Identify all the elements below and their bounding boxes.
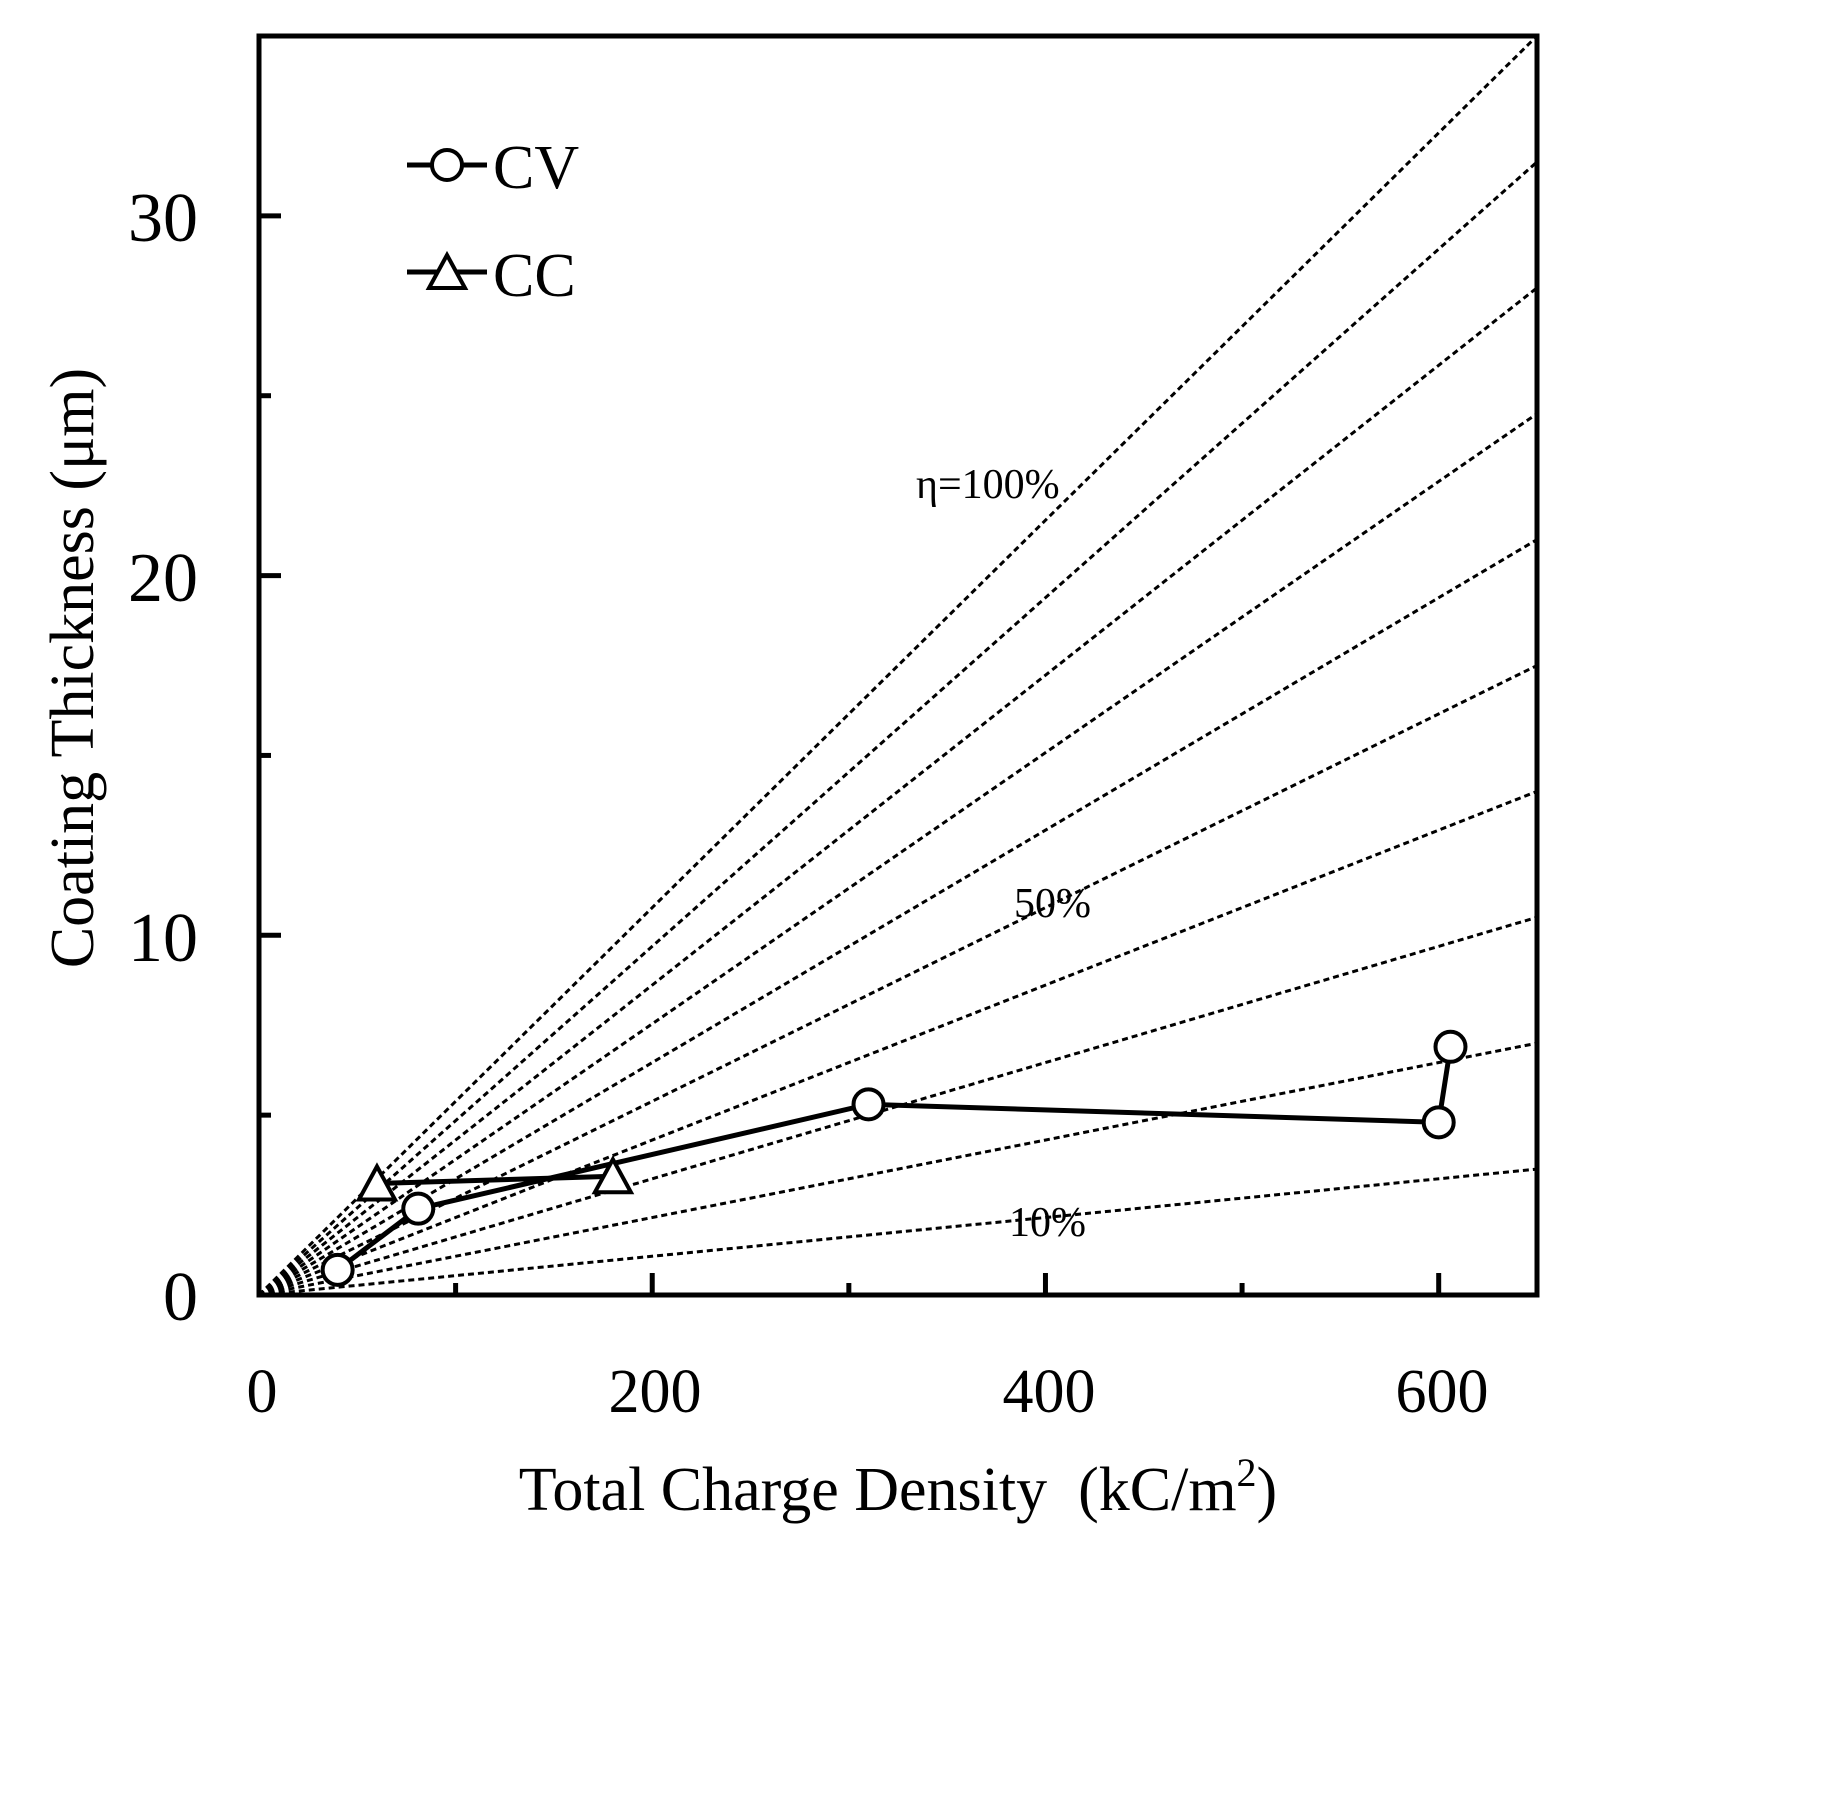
legend-marker-cv (430, 148, 464, 182)
reference-line-30-percent (258, 915, 1538, 1297)
x-axis-unit-sup: 2 (1237, 1450, 1257, 1495)
reference-line-80-percent (258, 286, 1538, 1297)
y-axis-title: Coating Thickness (μm) (39, 368, 107, 968)
x-axis-title: Total Charge Density (kC/m2) (519, 1450, 1277, 1524)
reference-line-100-percent (257, 34, 1539, 1297)
series-line-cc (376, 1173, 613, 1186)
x-tick-label-2: 400 (1003, 1358, 1096, 1426)
data-point-cv (1421, 1105, 1456, 1140)
plot-frame (256, 33, 1540, 1298)
data-point-cv (851, 1087, 886, 1122)
legend-label-cv: CV (493, 134, 579, 202)
x-tick-label-3: 600 (1396, 1358, 1489, 1426)
y-tick-label-0: 0 (163, 1259, 198, 1336)
axis-ticks (256, 213, 1442, 1298)
data-point-cc (355, 1162, 399, 1202)
annotation-eta-100: η=100% (916, 462, 1060, 508)
y-tick-label-1: 10 (128, 900, 198, 977)
x-axis-unit-suffix: ) (1257, 1456, 1278, 1524)
data-point-cv (320, 1252, 355, 1287)
data-point-cc (591, 1155, 635, 1195)
data-point-cv (1433, 1029, 1468, 1064)
data-point-cv (401, 1191, 436, 1226)
annotation-10-percent: 10% (1009, 1200, 1086, 1246)
efficiency-reference-lines (257, 34, 1539, 1297)
series-line-cv (336, 1046, 1453, 1272)
y-tick-label-3: 30 (128, 180, 198, 257)
reference-line-60-percent (258, 538, 1538, 1297)
reference-line-20-percent (258, 1041, 1538, 1297)
reference-line-70-percent (258, 412, 1538, 1297)
x-axis-title-main: Total Charge Density (519, 1456, 1047, 1524)
annotation-50-percent: 50% (1014, 881, 1091, 927)
reference-line-50-percent (258, 664, 1538, 1297)
reference-line-10-percent (258, 1167, 1538, 1297)
x-tick-label-1: 200 (609, 1358, 702, 1426)
legend-marker-cc (425, 250, 469, 290)
y-tick-label-2: 20 (128, 540, 198, 617)
legend-label-cc: CC (493, 242, 576, 310)
legend: CV CC (407, 134, 579, 310)
reference-line-90-percent (258, 160, 1538, 1297)
x-tick-label-0: 0 (247, 1358, 278, 1426)
x-axis-unit-prefix: (kC/m (1078, 1456, 1236, 1524)
series-layer (320, 1029, 1468, 1287)
chart-figure: 0 10 20 30 0 200 400 600 Total Charge De… (39, 33, 1540, 1524)
reference-line-40-percent (258, 790, 1538, 1297)
